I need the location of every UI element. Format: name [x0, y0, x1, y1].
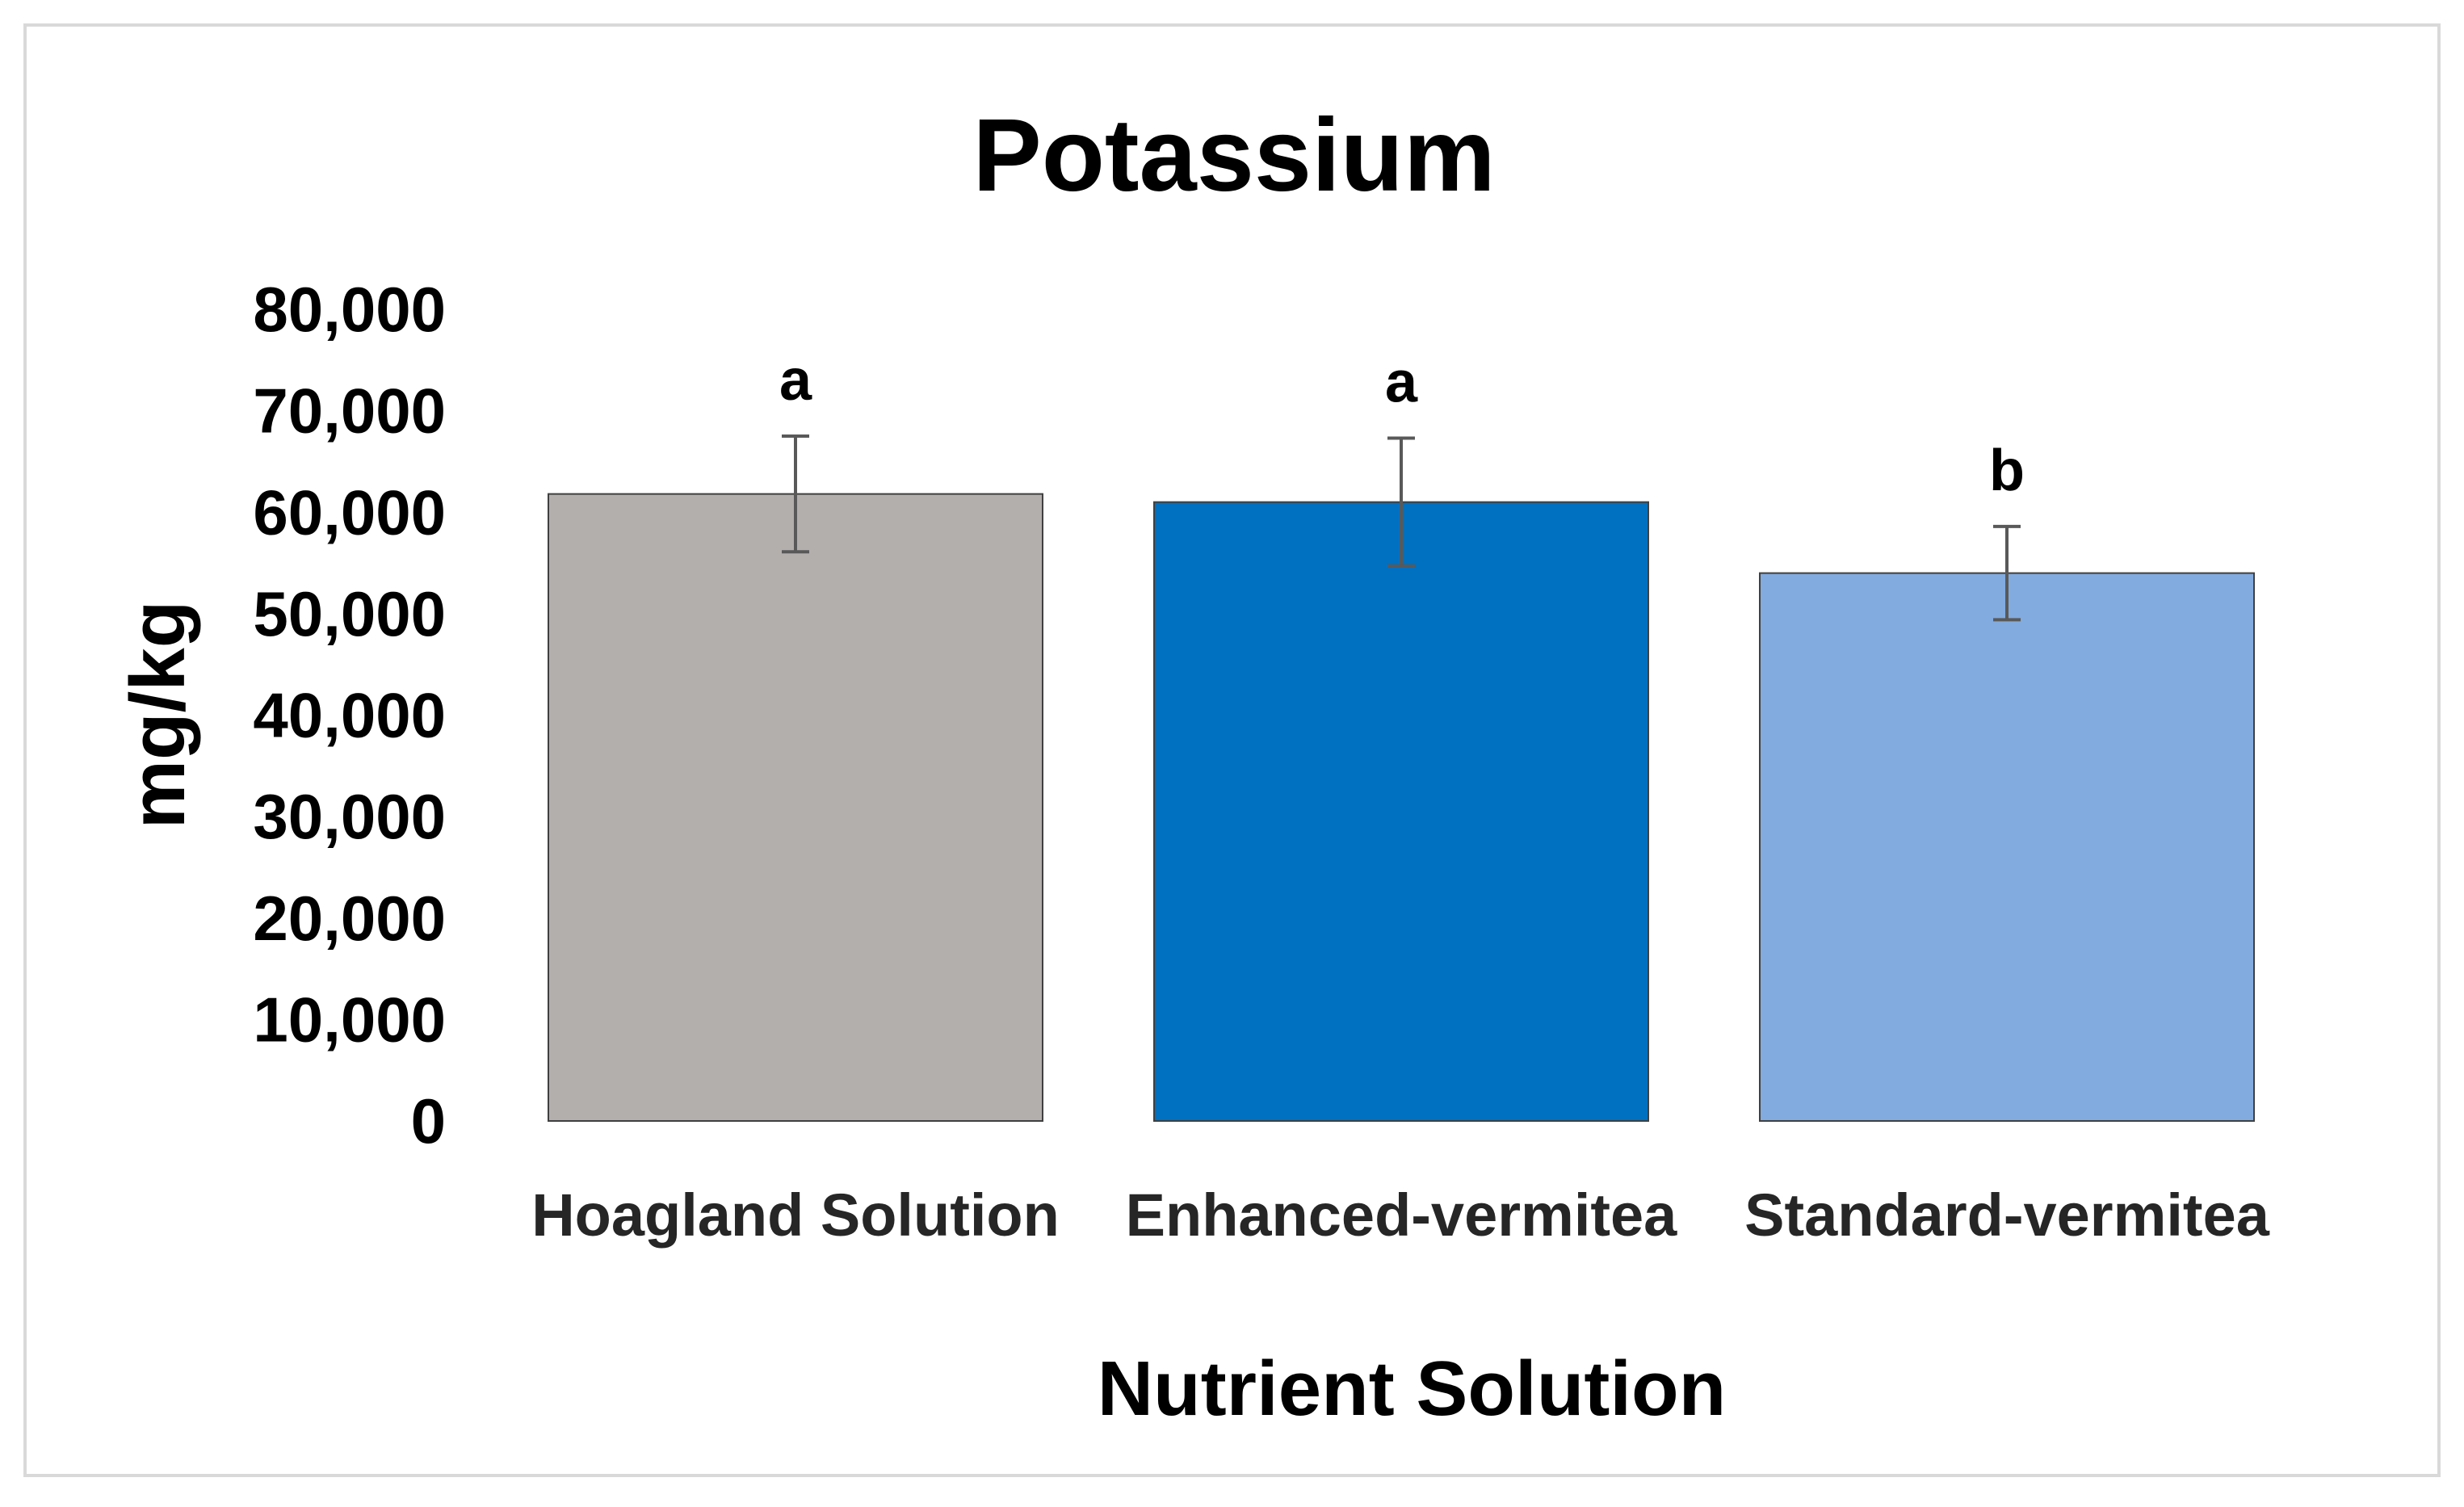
significance-labels: a a b — [779, 348, 2025, 503]
y-tick-label: 70,000 — [253, 376, 446, 447]
significance-label: a — [779, 348, 812, 413]
y-tick-label: 60,000 — [253, 476, 446, 548]
y-tick-label: 80,000 — [253, 274, 446, 345]
x-axis-title: Nutrient Solution — [1098, 1345, 1727, 1432]
y-axis-title: mg/kg — [115, 601, 201, 829]
y-tick-label: 40,000 — [253, 680, 446, 751]
category-label: Enhanced-vermitea — [1126, 1182, 1678, 1249]
bars — [548, 493, 2255, 1122]
category-labels: Hoagland Solution Enhanced-vermitea Standa… — [531, 1182, 2270, 1249]
y-tick-label: 0 — [411, 1085, 446, 1156]
bar — [1759, 572, 2255, 1122]
y-tick-label: 10,000 — [253, 984, 446, 1055]
bar — [548, 493, 1043, 1122]
category-label: Hoagland Solution — [531, 1182, 1060, 1249]
chart-title: Potassium — [972, 98, 1495, 213]
y-tick-label: 50,000 — [253, 578, 446, 649]
y-tick-label: 20,000 — [253, 883, 446, 954]
significance-label: b — [1989, 439, 2025, 503]
error-bars — [782, 434, 2021, 622]
category-label: Standard-vermitea — [1744, 1182, 2270, 1249]
bar — [1153, 501, 1649, 1122]
y-tick-labels: 0 10,000 20,000 30,000 40,000 50,000 60,000 70,… — [253, 274, 446, 1156]
y-tick-label: 30,000 — [253, 781, 446, 852]
significance-label: a — [1385, 351, 1418, 415]
